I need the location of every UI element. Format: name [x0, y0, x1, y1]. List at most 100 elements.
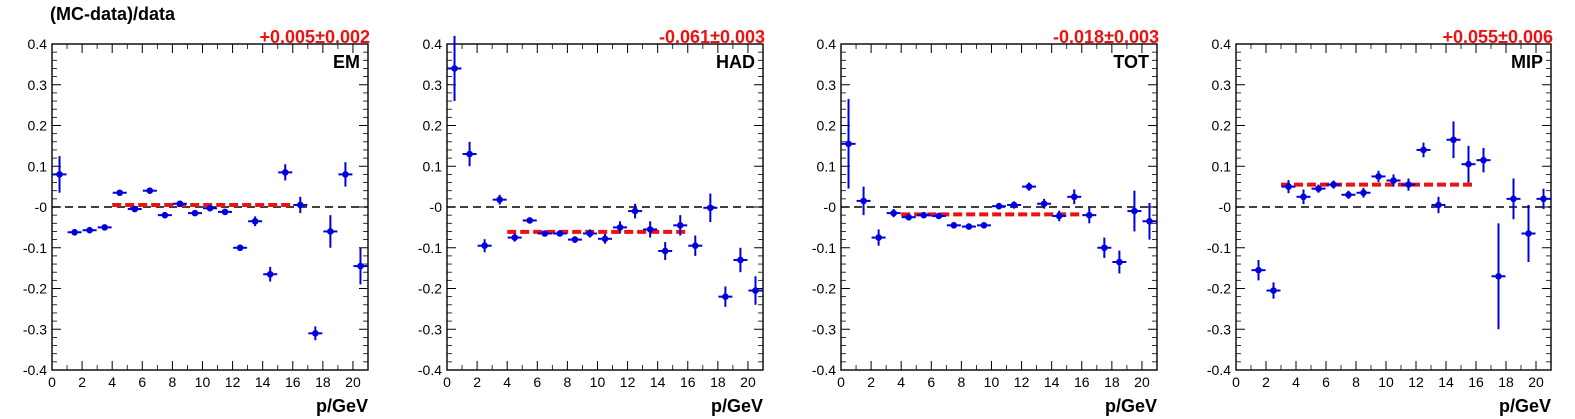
data-point — [567, 236, 582, 243]
x-tick-label: 2 — [1262, 374, 1270, 390]
data-marker — [1131, 207, 1138, 215]
data-point — [127, 205, 142, 213]
y-tick-label: -0 — [430, 199, 443, 215]
x-tick-label: 10 — [590, 374, 606, 390]
data-point — [1007, 201, 1022, 209]
x-tick-label: 14 — [650, 374, 666, 390]
data-marker — [496, 196, 503, 203]
x-tick-label: 2 — [473, 374, 481, 390]
data-point — [1266, 282, 1281, 299]
data-point — [856, 186, 871, 216]
data-marker — [221, 208, 229, 216]
data-point — [172, 200, 187, 208]
x-axis-title: p/GeV — [316, 396, 368, 416]
y-tick-label: -0.3 — [1207, 321, 1231, 337]
x-tick-label: 0 — [443, 374, 451, 390]
y-tick-label: -0.3 — [418, 321, 442, 337]
data-marker — [1495, 272, 1502, 280]
data-marker — [631, 207, 639, 215]
x-tick-label: 20 — [345, 374, 361, 390]
y-tick-label: -0.2 — [23, 281, 47, 297]
data-marker — [1010, 201, 1018, 209]
data-marker — [71, 228, 78, 236]
data-point — [52, 156, 67, 193]
data-marker — [526, 217, 534, 224]
x-tick-label: 8 — [563, 374, 571, 390]
data-marker — [965, 223, 973, 230]
y-tick-label: 0.3 — [28, 77, 48, 93]
data-point — [1506, 178, 1521, 220]
x-tick-label: 12 — [225, 374, 241, 390]
x-tick-label: 16 — [285, 374, 301, 390]
data-marker — [1375, 173, 1382, 180]
data-point — [112, 189, 127, 197]
data-marker — [1040, 200, 1048, 208]
data-marker — [1465, 160, 1472, 168]
x-tick-label: 18 — [1498, 374, 1514, 390]
x-tick-label: 8 — [1352, 374, 1360, 390]
data-point — [1281, 180, 1296, 194]
x-tick-label: 6 — [927, 374, 935, 390]
data-marker — [1285, 183, 1292, 190]
data-point — [613, 221, 628, 234]
data-point — [688, 235, 703, 256]
x-tick-label: 2 — [78, 374, 86, 390]
data-point — [462, 141, 477, 167]
x-tick-label: 8 — [957, 374, 965, 390]
data-marker — [1525, 230, 1532, 237]
data-marker — [296, 201, 304, 209]
data-point — [992, 202, 1006, 210]
data-point — [1037, 198, 1052, 209]
data-point — [537, 230, 552, 237]
data-point — [203, 204, 217, 212]
data-marker — [266, 270, 274, 278]
y-tick-label: 0.1 — [1212, 158, 1232, 174]
x-tick-label: 20 — [740, 374, 756, 390]
x-tick-label: 6 — [138, 374, 146, 390]
data-point — [901, 213, 916, 221]
x-tick-label: 4 — [503, 374, 511, 390]
data-point — [1067, 189, 1082, 205]
data-marker — [950, 222, 958, 229]
x-tick-label: 14 — [255, 374, 271, 390]
data-marker — [1315, 185, 1322, 192]
data-marker — [920, 211, 928, 219]
data-marker — [206, 204, 214, 212]
data-marker — [251, 217, 259, 225]
data-marker — [56, 171, 63, 178]
y-tick-label: -0.2 — [1207, 281, 1231, 297]
x-tick-label: 4 — [1292, 374, 1300, 390]
x-tick-label: 18 — [1104, 374, 1120, 390]
y-tick-label: 0.4 — [1212, 36, 1232, 52]
data-point — [1416, 142, 1431, 158]
panel-mip: -0.4 -0.3 -0.2 -0.1 -0 0.1 0.2 0.3 0.4 0 2 4 6 8 10 12 1… — [1207, 27, 1553, 416]
data-point — [263, 266, 278, 282]
data-marker — [691, 242, 699, 250]
data-marker — [161, 211, 169, 219]
data-marker — [451, 65, 458, 72]
data-point — [1127, 190, 1142, 232]
panel-label: MIP — [1511, 52, 1543, 72]
x-tick-label: 0 — [837, 374, 845, 390]
data-marker — [1435, 201, 1442, 209]
x-tick-label: 12 — [1014, 374, 1030, 390]
data-marker — [1116, 258, 1123, 266]
data-point — [1022, 182, 1037, 191]
x-tick-label: 18 — [710, 374, 726, 390]
data-point — [492, 194, 507, 205]
data-point — [97, 224, 112, 231]
data-marker — [1055, 212, 1063, 220]
x-tick-label: 16 — [1074, 374, 1090, 390]
data-marker — [1540, 195, 1547, 203]
y-tick-label: 0.3 — [1212, 77, 1232, 93]
data-point — [233, 244, 248, 252]
fit-result-label: -0.018±0.003 — [1053, 27, 1159, 47]
data-point — [522, 217, 537, 224]
data-point — [703, 193, 718, 223]
data-point — [1386, 174, 1401, 187]
data-point — [1311, 184, 1326, 193]
data-point — [946, 222, 961, 229]
data-marker — [312, 330, 319, 337]
x-tick-label: 16 — [680, 374, 696, 390]
data-point — [673, 215, 688, 236]
